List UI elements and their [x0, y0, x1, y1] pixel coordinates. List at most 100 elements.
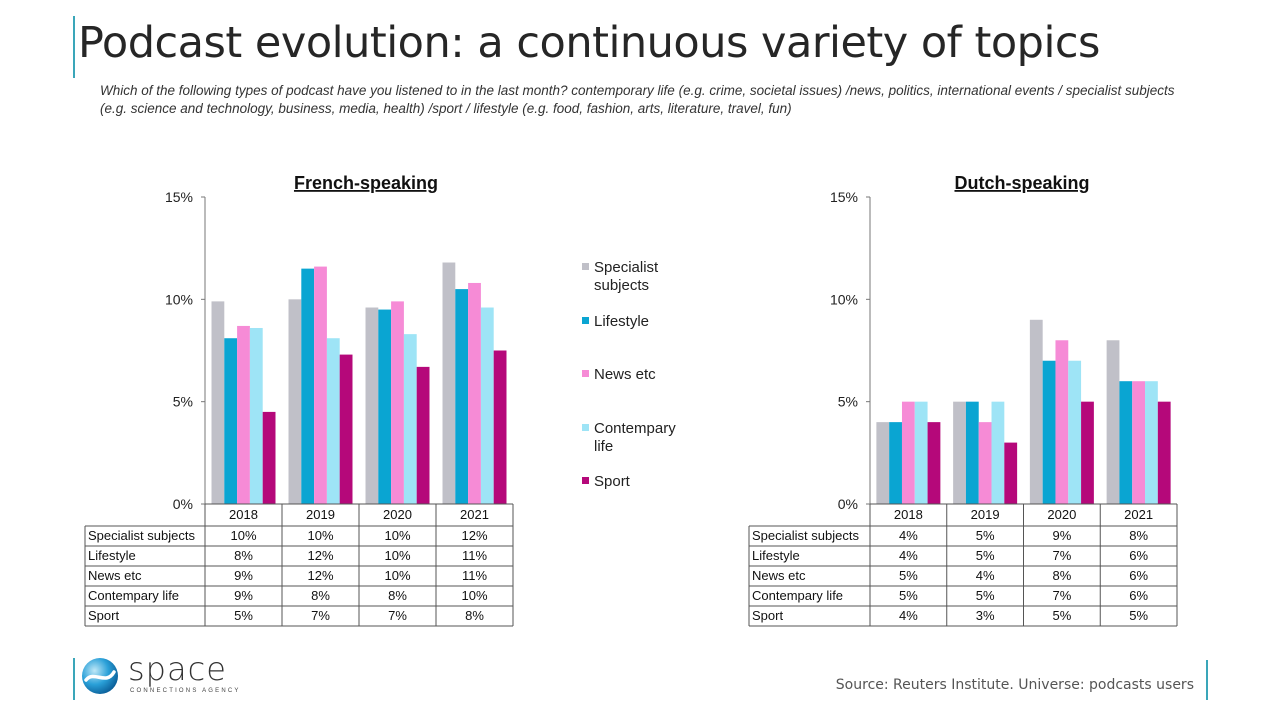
dutch-table-value: 9% [1052, 528, 1071, 543]
french-table-series-label: Lifestyle [88, 548, 136, 563]
french-category-label: 2019 [306, 507, 335, 522]
dutch-bar-news-etc [978, 422, 992, 504]
dutch-table-value: 5% [899, 568, 918, 583]
french-table-value: 10% [307, 528, 333, 543]
dutch-bar-lifestyle [1042, 360, 1056, 504]
french-y-tick-label: 5% [173, 394, 193, 410]
legend-label: subjects [594, 277, 649, 294]
dutch-table-value: 6% [1129, 588, 1148, 603]
dutch-table-value: 6% [1129, 548, 1148, 563]
logo-tagline: CONNECTIONS AGENCY [130, 688, 241, 694]
dutch-table-value: 5% [1129, 608, 1148, 623]
french-bar-specialist-subjects [365, 307, 379, 504]
french-table-value: 8% [234, 548, 253, 563]
dutch-chart-title: Dutch-speaking [954, 173, 1089, 193]
french-bar-specialist-subjects [442, 262, 456, 504]
french-table-value: 9% [234, 588, 253, 603]
french-table-value: 8% [311, 588, 330, 603]
french-bar-sport [339, 354, 353, 504]
logo-wordmark: space [128, 650, 227, 688]
dutch-bar-news-etc [1055, 340, 1069, 504]
dutch-table-value: 4% [899, 528, 918, 543]
dutch-table-value: 3% [976, 608, 995, 623]
dutch-category-label: 2021 [1124, 507, 1153, 522]
french-table-value: 10% [384, 528, 410, 543]
dutch-table-value: 5% [976, 588, 995, 603]
brand-logo: space CONNECTIONS AGENCY [80, 650, 250, 702]
dutch-table-value: 5% [976, 548, 995, 563]
footer-left-accent-line [73, 658, 75, 700]
french-table-value: 8% [465, 608, 484, 623]
french-table-series-label: News etc [88, 568, 142, 583]
legend-swatch-news-etc [582, 370, 589, 377]
french-bar-news-etc [391, 301, 404, 504]
dutch-table-series-label: Specialist subjects [752, 528, 859, 543]
dutch-bar-contempary-life [1068, 360, 1082, 504]
dutch-bar-sport [1081, 401, 1094, 504]
dutch-bar-news-etc [901, 401, 915, 504]
dutch-category-label: 2018 [894, 507, 923, 522]
french-bar-news-etc [314, 266, 327, 504]
dutch-table-value: 4% [976, 568, 995, 583]
page-subtitle: Which of the following types of podcast … [100, 83, 1175, 116]
legend-swatch-specialist-subjects [582, 263, 589, 270]
dutch-bar-lifestyle [965, 401, 979, 504]
french-bar-specialist-subjects [211, 301, 225, 504]
french-table-series-label: Sport [88, 608, 119, 623]
dutch-bar-contempary-life [914, 401, 928, 504]
dutch-bar-news-etc [1132, 381, 1146, 504]
french-table-value: 10% [461, 588, 487, 603]
dutch-table-series-label: News etc [752, 568, 806, 583]
french-table-value: 11% [462, 548, 487, 563]
french-table-series-label: Specialist subjects [88, 528, 195, 543]
footer-right-accent-line [1206, 660, 1208, 700]
dutch-bar-specialist-subjects [1106, 340, 1120, 504]
dutch-bar-lifestyle [889, 422, 902, 504]
dutch-bar-contempary-life [1145, 381, 1158, 504]
dutch-table-value: 4% [899, 608, 918, 623]
french-table-value: 5% [234, 608, 253, 623]
dutch-y-tick-label: 10% [830, 291, 858, 307]
dutch-category-label: 2020 [1047, 507, 1076, 522]
french-category-label: 2018 [229, 507, 258, 522]
dutch-table-series-label: Lifestyle [752, 548, 800, 563]
legend-label: News etc [594, 366, 656, 383]
source-note: Source: Reuters Institute. Universe: pod… [835, 677, 1194, 693]
french-bar-specialist-subjects [288, 299, 302, 504]
dutch-table-series-label: Sport [752, 608, 783, 623]
french-category-label: 2021 [460, 507, 489, 522]
french-y-tick-label: 0% [173, 496, 193, 512]
french-bar-news-etc [237, 325, 250, 504]
dutch-bar-sport [1004, 442, 1018, 504]
french-table-value: 10% [384, 548, 410, 563]
dutch-table-value: 7% [1052, 588, 1071, 603]
french-table-value: 10% [384, 568, 410, 583]
french-category-label: 2020 [383, 507, 412, 522]
french-bar-contempary-life [249, 327, 263, 504]
french-bar-contempary-life [403, 334, 417, 504]
dutch-bar-sport [927, 422, 941, 504]
french-bar-lifestyle [301, 268, 315, 504]
dutch-table-series-label: Contempary life [752, 588, 843, 603]
legend-swatch-lifestyle [582, 317, 589, 324]
french-table-value: 7% [311, 608, 330, 623]
french-table-value: 11% [462, 568, 487, 583]
french-bar-news-etc [468, 282, 481, 504]
dutch-bar-specialist-subjects [1029, 319, 1043, 504]
french-chart-title: French-speaking [294, 173, 438, 193]
dutch-table-value: 8% [1052, 568, 1071, 583]
legend-label: Sport [594, 473, 631, 490]
legend-label: Specialist [594, 259, 659, 276]
legend-swatch-sport [582, 477, 589, 484]
french-bar-contempary-life [480, 307, 494, 504]
french-table-value: 12% [307, 548, 333, 563]
dutch-y-tick-label: 0% [838, 496, 858, 512]
dutch-bar-lifestyle [1119, 381, 1133, 504]
dutch-table-value: 4% [899, 548, 918, 563]
dutch-table-value: 5% [1052, 608, 1071, 623]
french-bar-lifestyle [224, 338, 238, 504]
french-bar-contempary-life [326, 338, 340, 504]
dutch-y-tick-label: 15% [830, 189, 858, 205]
french-table-value: 10% [230, 528, 256, 543]
dutch-table-value: 8% [1129, 528, 1148, 543]
